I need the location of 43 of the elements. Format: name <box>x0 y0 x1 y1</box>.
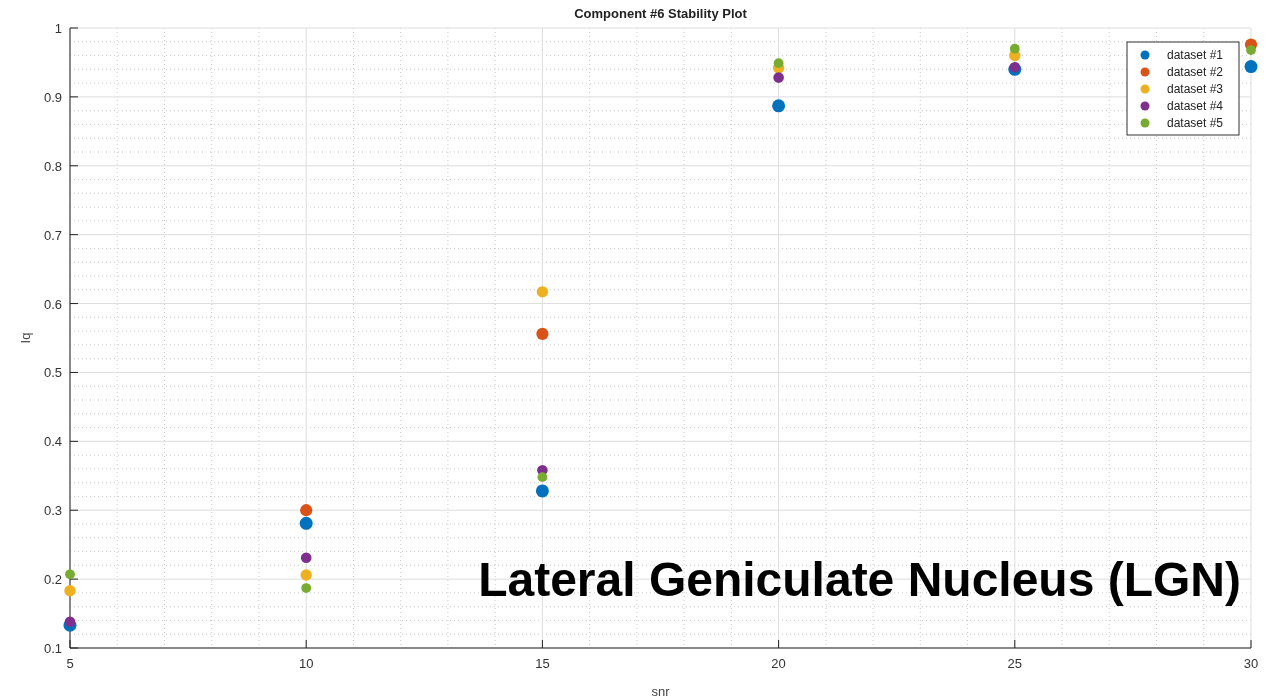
y-axis-title: Iq <box>18 332 33 344</box>
point <box>300 504 313 517</box>
legend-label: dataset #3 <box>1167 82 1224 96</box>
x-tick-label: 20 <box>771 656 786 671</box>
point <box>299 516 313 530</box>
point <box>65 569 75 580</box>
point <box>536 286 549 298</box>
point <box>773 72 784 83</box>
y-tick-label: 0.2 <box>43 572 62 588</box>
annotation: Lateral Geniculate Nucleus (LGN) <box>478 553 1241 606</box>
x-tick-label: 5 <box>66 656 74 671</box>
legend-label: dataset #4 <box>1167 99 1224 113</box>
y-tick-label: 0.8 <box>43 158 62 174</box>
chart-title: Component #6 Stability Plot <box>574 6 748 21</box>
y-tick-label: 0.6 <box>43 296 62 312</box>
point <box>1244 60 1258 74</box>
legend-label: dataset #2 <box>1167 65 1224 79</box>
x-tick-label: 25 <box>1007 656 1023 671</box>
point <box>1009 43 1020 54</box>
y-tick-label: 0.1 <box>43 641 62 656</box>
x-tick-label: 15 <box>535 656 550 671</box>
x-tick-label: 30 <box>1243 656 1259 671</box>
y-tick-label: 0.9 <box>43 89 62 105</box>
point <box>773 58 784 69</box>
y-tick-label: 0.3 <box>43 503 62 519</box>
point <box>64 616 76 628</box>
point <box>300 552 312 564</box>
point <box>772 99 786 113</box>
x-axis-title: snr <box>651 684 671 699</box>
y-tick-label: 0.5 <box>43 365 62 381</box>
point <box>1246 45 1256 55</box>
point <box>301 583 312 593</box>
y-tick-label: 1 <box>54 21 62 36</box>
point <box>300 569 312 581</box>
point <box>535 484 549 498</box>
point <box>64 585 76 597</box>
legend-label: dataset #1 <box>1167 48 1224 62</box>
y-tick-label: 0.4 <box>43 434 62 450</box>
legend-label: dataset #5 <box>1167 116 1224 130</box>
y-tick-label: 0.7 <box>43 227 62 243</box>
point <box>537 472 548 483</box>
point <box>536 327 549 340</box>
x-tick-label: 10 <box>298 656 314 671</box>
